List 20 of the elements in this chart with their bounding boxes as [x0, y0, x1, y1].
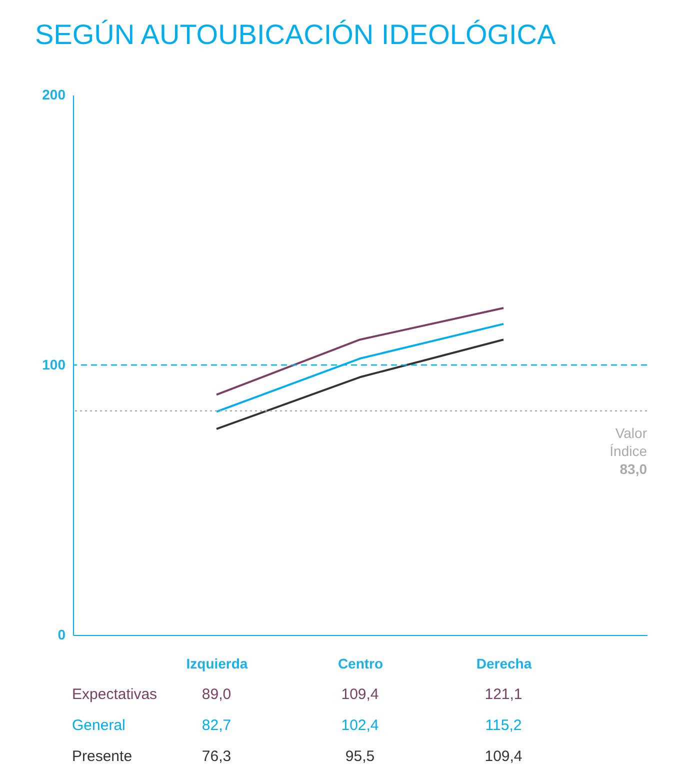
y-tick-label: 200	[42, 86, 66, 102]
data-label: 95,5	[345, 748, 375, 765]
data-label: 121,1	[484, 686, 522, 703]
x-tick-label: Izquierda	[186, 656, 248, 672]
chart-title: SEGÚN AUTOUBICACIÓN IDEOLÓGICA	[35, 19, 556, 50]
y-tick-label: 100	[42, 356, 66, 372]
data-label: 76,3	[202, 748, 232, 765]
x-tick-label: Derecha	[476, 656, 532, 672]
data-label: 115,2	[485, 717, 522, 734]
data-label: 109,4	[484, 748, 522, 765]
x-tick-label: Centro	[338, 656, 384, 672]
text: Presente	[72, 748, 132, 765]
data-label: 89,0	[202, 686, 232, 703]
data-label: 82,7	[202, 717, 232, 734]
y-tick-label: 0	[58, 626, 66, 642]
ref-line-label: Valor Índice 83,0	[610, 424, 648, 477]
data-label: 102,4	[341, 717, 379, 734]
text: General	[72, 717, 126, 734]
text: Expectativas	[72, 686, 158, 703]
data-label: 109,4	[341, 686, 379, 703]
